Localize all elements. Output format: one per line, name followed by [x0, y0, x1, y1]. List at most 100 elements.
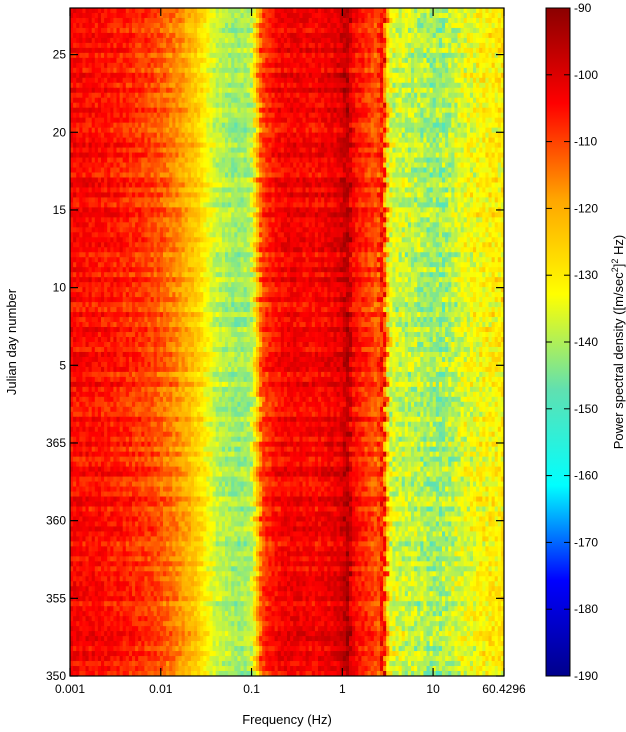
heatmap-cell	[252, 92, 257, 99]
heatmap-cell	[159, 8, 164, 14]
heatmap-cell	[485, 8, 490, 14]
heatmap-cell	[473, 122, 477, 129]
heatmap-cell	[85, 97, 90, 104]
heatmap-cell	[144, 57, 149, 64]
heatmap-cell	[209, 102, 214, 109]
heatmap-cell	[429, 77, 434, 84]
heatmap-cell	[132, 92, 136, 99]
heatmap-cell	[370, 107, 375, 114]
heatmap-cell	[107, 27, 111, 34]
heatmap-cell	[194, 47, 198, 54]
heatmap-cell	[94, 107, 99, 114]
heatmap-cell	[438, 132, 443, 139]
heatmap-cell	[271, 52, 276, 59]
heatmap-cell	[417, 62, 421, 69]
heatmap-cell	[283, 72, 288, 79]
heatmap-cell	[435, 92, 440, 99]
heatmap-cell	[321, 57, 325, 64]
heatmap-cell	[280, 62, 285, 69]
heatmap-cell	[119, 107, 124, 114]
heatmap-cell	[466, 127, 471, 134]
heatmap-cell	[88, 8, 93, 14]
heatmap-cell	[287, 62, 291, 69]
heatmap-cell	[79, 42, 83, 49]
heatmap-cell	[485, 122, 490, 129]
heatmap-cell	[442, 27, 446, 34]
heatmap-cell	[228, 57, 232, 64]
heatmap-cell	[324, 132, 328, 139]
heatmap-cell	[355, 67, 359, 74]
heatmap-cell	[268, 8, 273, 14]
heatmap-cell	[457, 27, 462, 34]
heatmap-cell	[144, 132, 149, 139]
heatmap-cell	[349, 12, 353, 19]
heatmap-cell	[73, 8, 77, 14]
heatmap-cell	[153, 142, 158, 149]
heatmap-cell	[122, 132, 127, 139]
heatmap-cell	[494, 27, 499, 34]
heatmap-cell	[401, 77, 406, 84]
heatmap-cell	[389, 8, 393, 14]
heatmap-cell	[383, 47, 387, 54]
heatmap-cell	[163, 62, 167, 69]
heatmap-cell	[417, 107, 421, 114]
heatmap-cell	[249, 62, 254, 69]
heatmap-cell	[352, 142, 356, 149]
heatmap-cell	[181, 127, 186, 134]
heatmap-cell	[398, 117, 403, 124]
heatmap-cell	[420, 42, 424, 49]
heatmap-cell	[159, 72, 164, 79]
heatmap-cell	[256, 102, 260, 109]
heatmap-cell	[259, 132, 263, 139]
heatmap-cell	[407, 37, 412, 44]
heatmap-cell	[494, 127, 499, 134]
heatmap-cell	[373, 57, 378, 64]
heatmap-cell	[345, 87, 350, 94]
heatmap-cell	[147, 37, 152, 44]
heatmap-cell	[113, 37, 118, 44]
heatmap-cell	[311, 77, 316, 84]
heatmap-cell	[163, 22, 167, 29]
heatmap-cell	[488, 82, 493, 89]
heatmap-cell	[274, 67, 279, 74]
heatmap-cell	[91, 47, 96, 54]
heatmap-cell	[488, 52, 493, 59]
heatmap-cell	[147, 147, 152, 154]
heatmap-cell	[386, 67, 390, 74]
heatmap-cell	[268, 102, 273, 109]
heatmap-cell	[342, 67, 347, 74]
heatmap-cell	[144, 82, 149, 89]
heatmap-cell	[141, 82, 145, 89]
heatmap-cell	[432, 117, 437, 124]
heatmap-cell	[336, 122, 341, 129]
heatmap-cell	[318, 22, 322, 29]
heatmap-cell	[187, 47, 192, 54]
heatmap-cell	[383, 122, 387, 129]
heatmap-cell	[355, 132, 359, 139]
heatmap-cell	[150, 132, 155, 139]
heatmap-cell	[135, 137, 139, 144]
heatmap-cell	[497, 132, 502, 139]
heatmap-cell	[476, 132, 480, 139]
heatmap-cell	[318, 32, 322, 39]
heatmap-cell	[76, 127, 80, 134]
heatmap-cell	[463, 87, 468, 94]
heatmap-cell	[491, 97, 496, 104]
heatmap-cell	[113, 82, 118, 89]
heatmap-cell	[125, 12, 130, 19]
heatmap-cell	[411, 92, 415, 99]
heatmap-cell	[438, 67, 443, 74]
heatmap-cell	[97, 37, 102, 44]
heatmap-cell	[237, 127, 242, 134]
heatmap-cell	[392, 17, 397, 24]
heatmap-cell	[445, 37, 449, 44]
heatmap-cell	[79, 102, 83, 109]
heatmap-cell	[389, 122, 393, 129]
heatmap-cell	[376, 117, 381, 124]
heatmap-cell	[150, 82, 155, 89]
heatmap-cell	[82, 57, 87, 64]
heatmap-cell	[321, 107, 325, 114]
heatmap-cell	[206, 62, 211, 69]
heatmap-cell	[262, 147, 266, 154]
heatmap-cell	[159, 132, 164, 139]
